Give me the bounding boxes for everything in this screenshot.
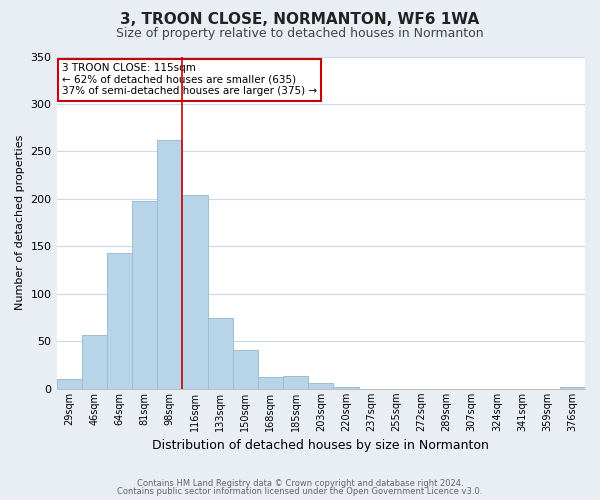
Bar <box>82 335 107 389</box>
Text: 3 TROON CLOSE: 115sqm
← 62% of detached houses are smaller (635)
37% of semi-det: 3 TROON CLOSE: 115sqm ← 62% of detached … <box>62 63 317 96</box>
Y-axis label: Number of detached properties: Number of detached properties <box>15 135 25 310</box>
Text: Size of property relative to detached houses in Normanton: Size of property relative to detached ho… <box>116 28 484 40</box>
Bar <box>233 350 258 389</box>
Bar <box>157 140 182 389</box>
X-axis label: Distribution of detached houses by size in Normanton: Distribution of detached houses by size … <box>152 440 489 452</box>
Bar <box>132 201 157 389</box>
Bar <box>182 195 208 389</box>
Bar <box>308 383 334 389</box>
Bar <box>283 376 308 389</box>
Bar <box>208 318 233 389</box>
Text: 3, TROON CLOSE, NORMANTON, WF6 1WA: 3, TROON CLOSE, NORMANTON, WF6 1WA <box>121 12 479 28</box>
Text: Contains public sector information licensed under the Open Government Licence v3: Contains public sector information licen… <box>118 487 482 496</box>
Bar <box>334 387 359 389</box>
Text: Contains HM Land Registry data © Crown copyright and database right 2024.: Contains HM Land Registry data © Crown c… <box>137 478 463 488</box>
Bar <box>258 376 283 389</box>
Bar <box>107 253 132 389</box>
Bar <box>56 380 82 389</box>
Bar <box>560 387 585 389</box>
